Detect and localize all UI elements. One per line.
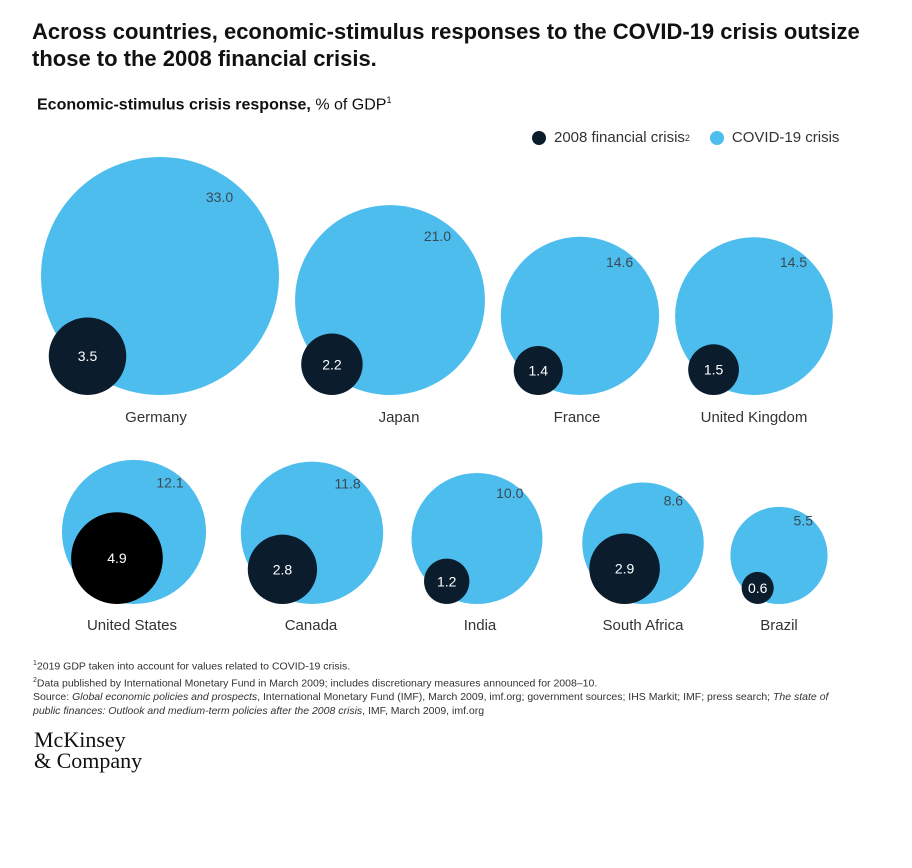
value-label-2008-united-states: 4.9 <box>107 550 127 566</box>
subtitle-footnote-mark: 1 <box>386 95 392 105</box>
category-label-brazil: Brazil <box>760 617 798 634</box>
legend-footnote-mark: 2 <box>684 132 690 143</box>
value-label-covid-canada: 11.8 <box>334 476 360 492</box>
value-label-covid-united-states: 12.1 <box>156 474 183 490</box>
chart-subtitle: Economic-stimulus crisis response, % of … <box>37 95 391 114</box>
category-label-germany: Germany <box>125 409 187 426</box>
legend-label-covid: COVID-19 crisis <box>731 129 840 146</box>
category-label-india: India <box>464 617 497 634</box>
value-label-2008-brazil: 0.6 <box>748 580 768 596</box>
bubble-chart: 33.03.5Germany21.02.2Japan14.61.4France1… <box>41 157 833 634</box>
value-label-2008-india: 1.2 <box>437 573 457 589</box>
mckinsey-logo: McKinsey & Company <box>34 727 143 773</box>
legend-item-covid: COVID-19 crisis <box>709 129 840 146</box>
country-group-india: 10.0 1.2 India <box>411 472 543 634</box>
category-label-france: France <box>554 409 601 426</box>
logo-line-1: McKinsey <box>34 727 126 752</box>
bubble-2008-united-kingdom <box>688 344 739 395</box>
bubble-2008-south-africa <box>589 533 660 604</box>
value-label-2008-united-kingdom: 1.5 <box>704 362 724 378</box>
value-label-2008-france: 1.4 <box>529 362 549 378</box>
country-group-united-states: 12.1 4.9 United States <box>61 459 207 634</box>
footnote-2: 2Data published by International Monetar… <box>33 676 598 690</box>
category-label-japan: Japan <box>379 409 420 426</box>
value-label-covid-south-africa: 8.6 <box>664 493 684 509</box>
legend-swatch-2008 <box>532 130 546 145</box>
bubble-2008-india <box>424 558 470 605</box>
category-label-united-kingdom: United Kingdom <box>701 409 808 426</box>
bubble-2008-canada <box>247 534 318 605</box>
logo-line-2: & Company <box>34 748 143 773</box>
country-group-south-africa: 8.6 2.9 South Africa <box>582 482 704 634</box>
bubble-2008-japan <box>301 333 363 395</box>
legend-item-2008: 2008 financial crisis 2 <box>532 129 690 146</box>
bubble-2008-united-states <box>71 512 163 604</box>
source-note: Source: Global economic policies and pro… <box>33 691 829 717</box>
bubble-2008-france <box>513 345 563 396</box>
country-group-canada: 11.8 2.8 Canada <box>240 461 384 634</box>
category-label-south-africa: South Africa <box>603 617 685 634</box>
country-group-germany: 33.0 3.5 Germany <box>41 157 279 426</box>
value-label-covid-united-kingdom: 14.5 <box>780 254 807 270</box>
value-label-covid-japan: 21.0 <box>424 228 451 244</box>
bubble-2008-germany <box>48 317 127 395</box>
country-group-brazil: 5.5 0.6 Brazil <box>730 506 828 634</box>
legend-swatch-covid <box>709 130 724 145</box>
footnote-1: 12019 GDP taken into account for values … <box>33 660 351 673</box>
chart-title: Across countries, economic-stimulus resp… <box>32 19 860 71</box>
country-group-france: 14.6 1.4 France <box>500 236 660 426</box>
value-label-covid-india: 10.0 <box>496 485 523 501</box>
value-label-2008-south-africa: 2.9 <box>615 561 635 577</box>
country-group-united-kingdom: 14.5 1.5 United Kingdom <box>675 237 833 426</box>
bubble-2008-brazil <box>741 571 774 604</box>
category-label-united-states: United States <box>87 617 177 634</box>
value-label-2008-japan: 2.2 <box>322 356 342 372</box>
value-label-2008-canada: 2.8 <box>273 561 293 577</box>
value-label-2008-germany: 3.5 <box>78 348 98 364</box>
subtitle-bold: Economic-stimulus crisis response, <box>37 96 311 114</box>
value-label-covid-france: 14.6 <box>606 254 633 270</box>
category-label-canada: Canada <box>285 617 338 634</box>
value-label-covid-germany: 33.0 <box>206 189 233 205</box>
legend-label-2008: 2008 financial crisis <box>554 129 685 146</box>
country-group-japan: 21.0 2.2 Japan <box>295 205 485 426</box>
subtitle-unit: % of GDP <box>310 96 387 114</box>
value-label-covid-brazil: 5.5 <box>794 512 814 528</box>
legend: 2008 financial crisis 2 COVID-19 crisis <box>532 129 859 146</box>
footnotes: 12019 GDP taken into account for values … <box>33 657 853 718</box>
